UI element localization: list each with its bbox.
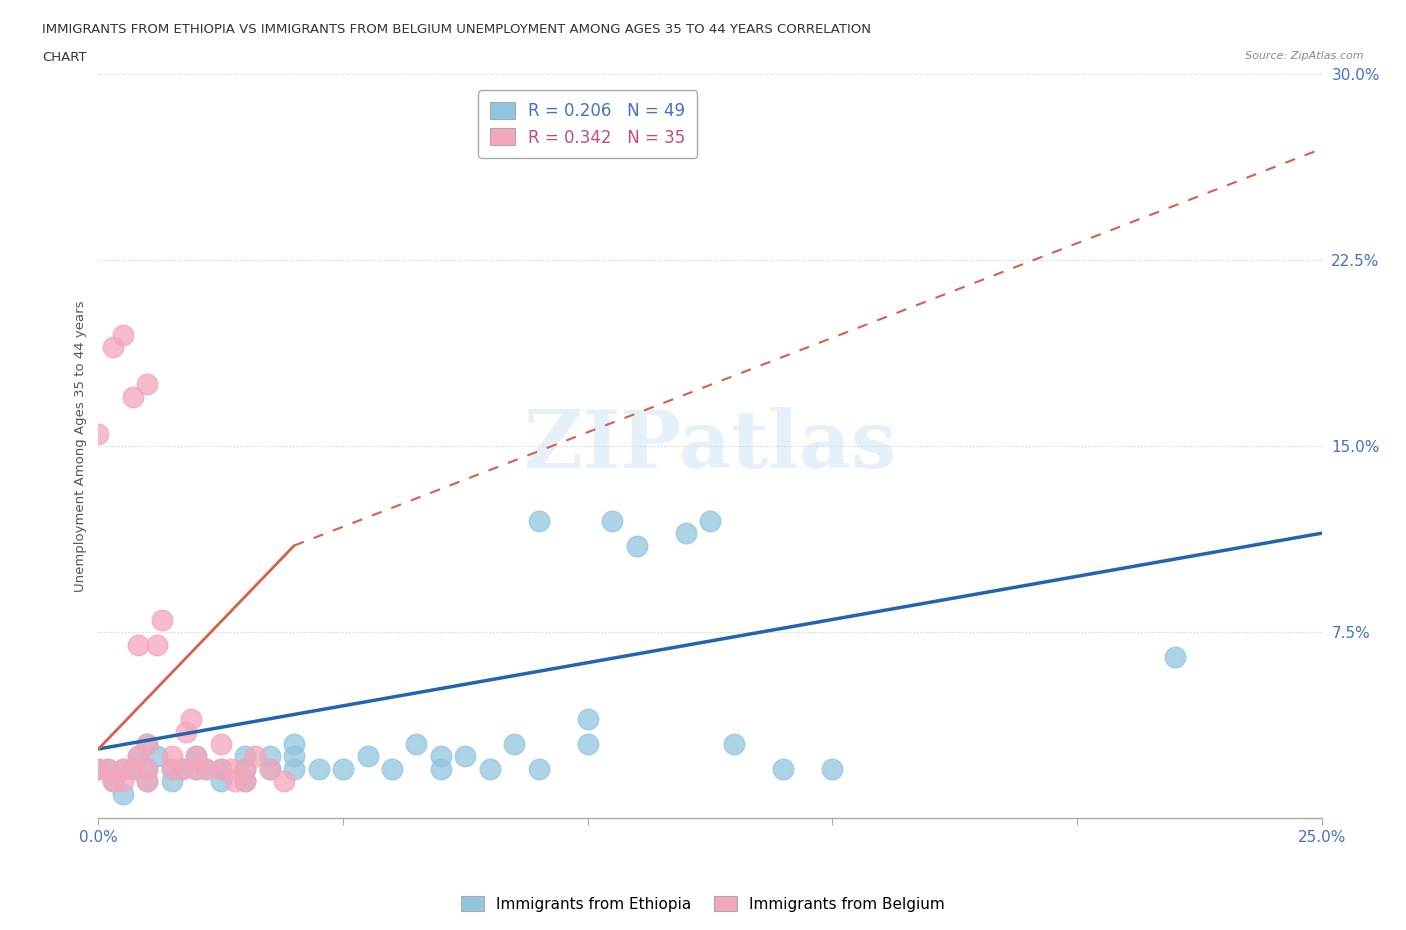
Point xyxy=(136,737,159,751)
Point xyxy=(219,762,242,777)
Point xyxy=(146,637,169,652)
Point xyxy=(146,749,169,764)
Point xyxy=(356,749,378,764)
Point xyxy=(127,749,149,764)
Point xyxy=(136,774,159,789)
Point xyxy=(527,762,550,777)
Point xyxy=(170,762,193,777)
Point xyxy=(503,737,526,751)
Text: Source: ZipAtlas.com: Source: ZipAtlas.com xyxy=(1246,51,1364,61)
Point xyxy=(97,762,120,777)
Point xyxy=(723,737,745,751)
Point xyxy=(127,749,149,764)
Point xyxy=(1164,650,1187,665)
Point xyxy=(186,762,208,777)
Point xyxy=(527,513,550,528)
Point xyxy=(101,774,124,789)
Point xyxy=(160,762,183,777)
Point xyxy=(209,774,232,789)
Point xyxy=(430,749,453,764)
Point xyxy=(111,774,134,789)
Point xyxy=(111,327,134,342)
Point xyxy=(332,762,354,777)
Point xyxy=(675,525,697,540)
Point xyxy=(699,513,721,528)
Point xyxy=(160,749,183,764)
Point xyxy=(308,762,330,777)
Point xyxy=(136,737,159,751)
Point xyxy=(405,737,427,751)
Point xyxy=(233,749,256,764)
Point xyxy=(136,762,159,777)
Point xyxy=(180,711,202,726)
Point xyxy=(576,737,599,751)
Point xyxy=(430,762,453,777)
Point xyxy=(283,762,305,777)
Point xyxy=(478,762,501,777)
Point xyxy=(259,762,281,777)
Point xyxy=(121,390,143,405)
Point xyxy=(626,538,648,553)
Point xyxy=(772,762,794,777)
Point xyxy=(454,749,477,764)
Point xyxy=(101,774,124,789)
Point xyxy=(127,637,149,652)
Point xyxy=(233,762,256,777)
Point xyxy=(576,711,599,726)
Point xyxy=(170,762,193,777)
Point xyxy=(233,774,256,789)
Point xyxy=(233,774,256,789)
Point xyxy=(121,762,143,777)
Point xyxy=(209,737,232,751)
Point xyxy=(111,762,134,777)
Point xyxy=(150,613,173,628)
Point xyxy=(186,762,208,777)
Point xyxy=(233,762,256,777)
Point xyxy=(195,762,218,777)
Point xyxy=(87,427,110,442)
Point xyxy=(101,339,124,354)
Text: IMMIGRANTS FROM ETHIOPIA VS IMMIGRANTS FROM BELGIUM UNEMPLOYMENT AMONG AGES 35 T: IMMIGRANTS FROM ETHIOPIA VS IMMIGRANTS F… xyxy=(42,23,872,36)
Point xyxy=(209,762,232,777)
Point xyxy=(186,749,208,764)
Point xyxy=(600,513,623,528)
Point xyxy=(186,749,208,764)
Point xyxy=(195,762,218,777)
Legend: Immigrants from Ethiopia, Immigrants from Belgium: Immigrants from Ethiopia, Immigrants fro… xyxy=(454,889,952,918)
Point xyxy=(136,377,159,392)
Point xyxy=(121,762,143,777)
Point xyxy=(160,762,183,777)
Point xyxy=(111,786,134,801)
Point xyxy=(87,762,110,777)
Point xyxy=(283,737,305,751)
Point xyxy=(283,749,305,764)
Y-axis label: Unemployment Among Ages 35 to 44 years: Unemployment Among Ages 35 to 44 years xyxy=(75,300,87,592)
Text: CHART: CHART xyxy=(42,51,87,64)
Point xyxy=(273,774,295,789)
Point xyxy=(97,762,120,777)
Text: ZIPatlas: ZIPatlas xyxy=(524,407,896,485)
Point xyxy=(176,724,198,739)
Point xyxy=(136,762,159,777)
Point xyxy=(111,762,134,777)
Point xyxy=(259,762,281,777)
Point xyxy=(259,749,281,764)
Point xyxy=(160,774,183,789)
Point xyxy=(136,774,159,789)
Point xyxy=(224,774,246,789)
Point xyxy=(209,762,232,777)
Point xyxy=(821,762,844,777)
Point xyxy=(87,762,110,777)
Legend: R = 0.206   N = 49, R = 0.342   N = 35: R = 0.206 N = 49, R = 0.342 N = 35 xyxy=(478,90,697,158)
Point xyxy=(381,762,404,777)
Point xyxy=(243,749,266,764)
